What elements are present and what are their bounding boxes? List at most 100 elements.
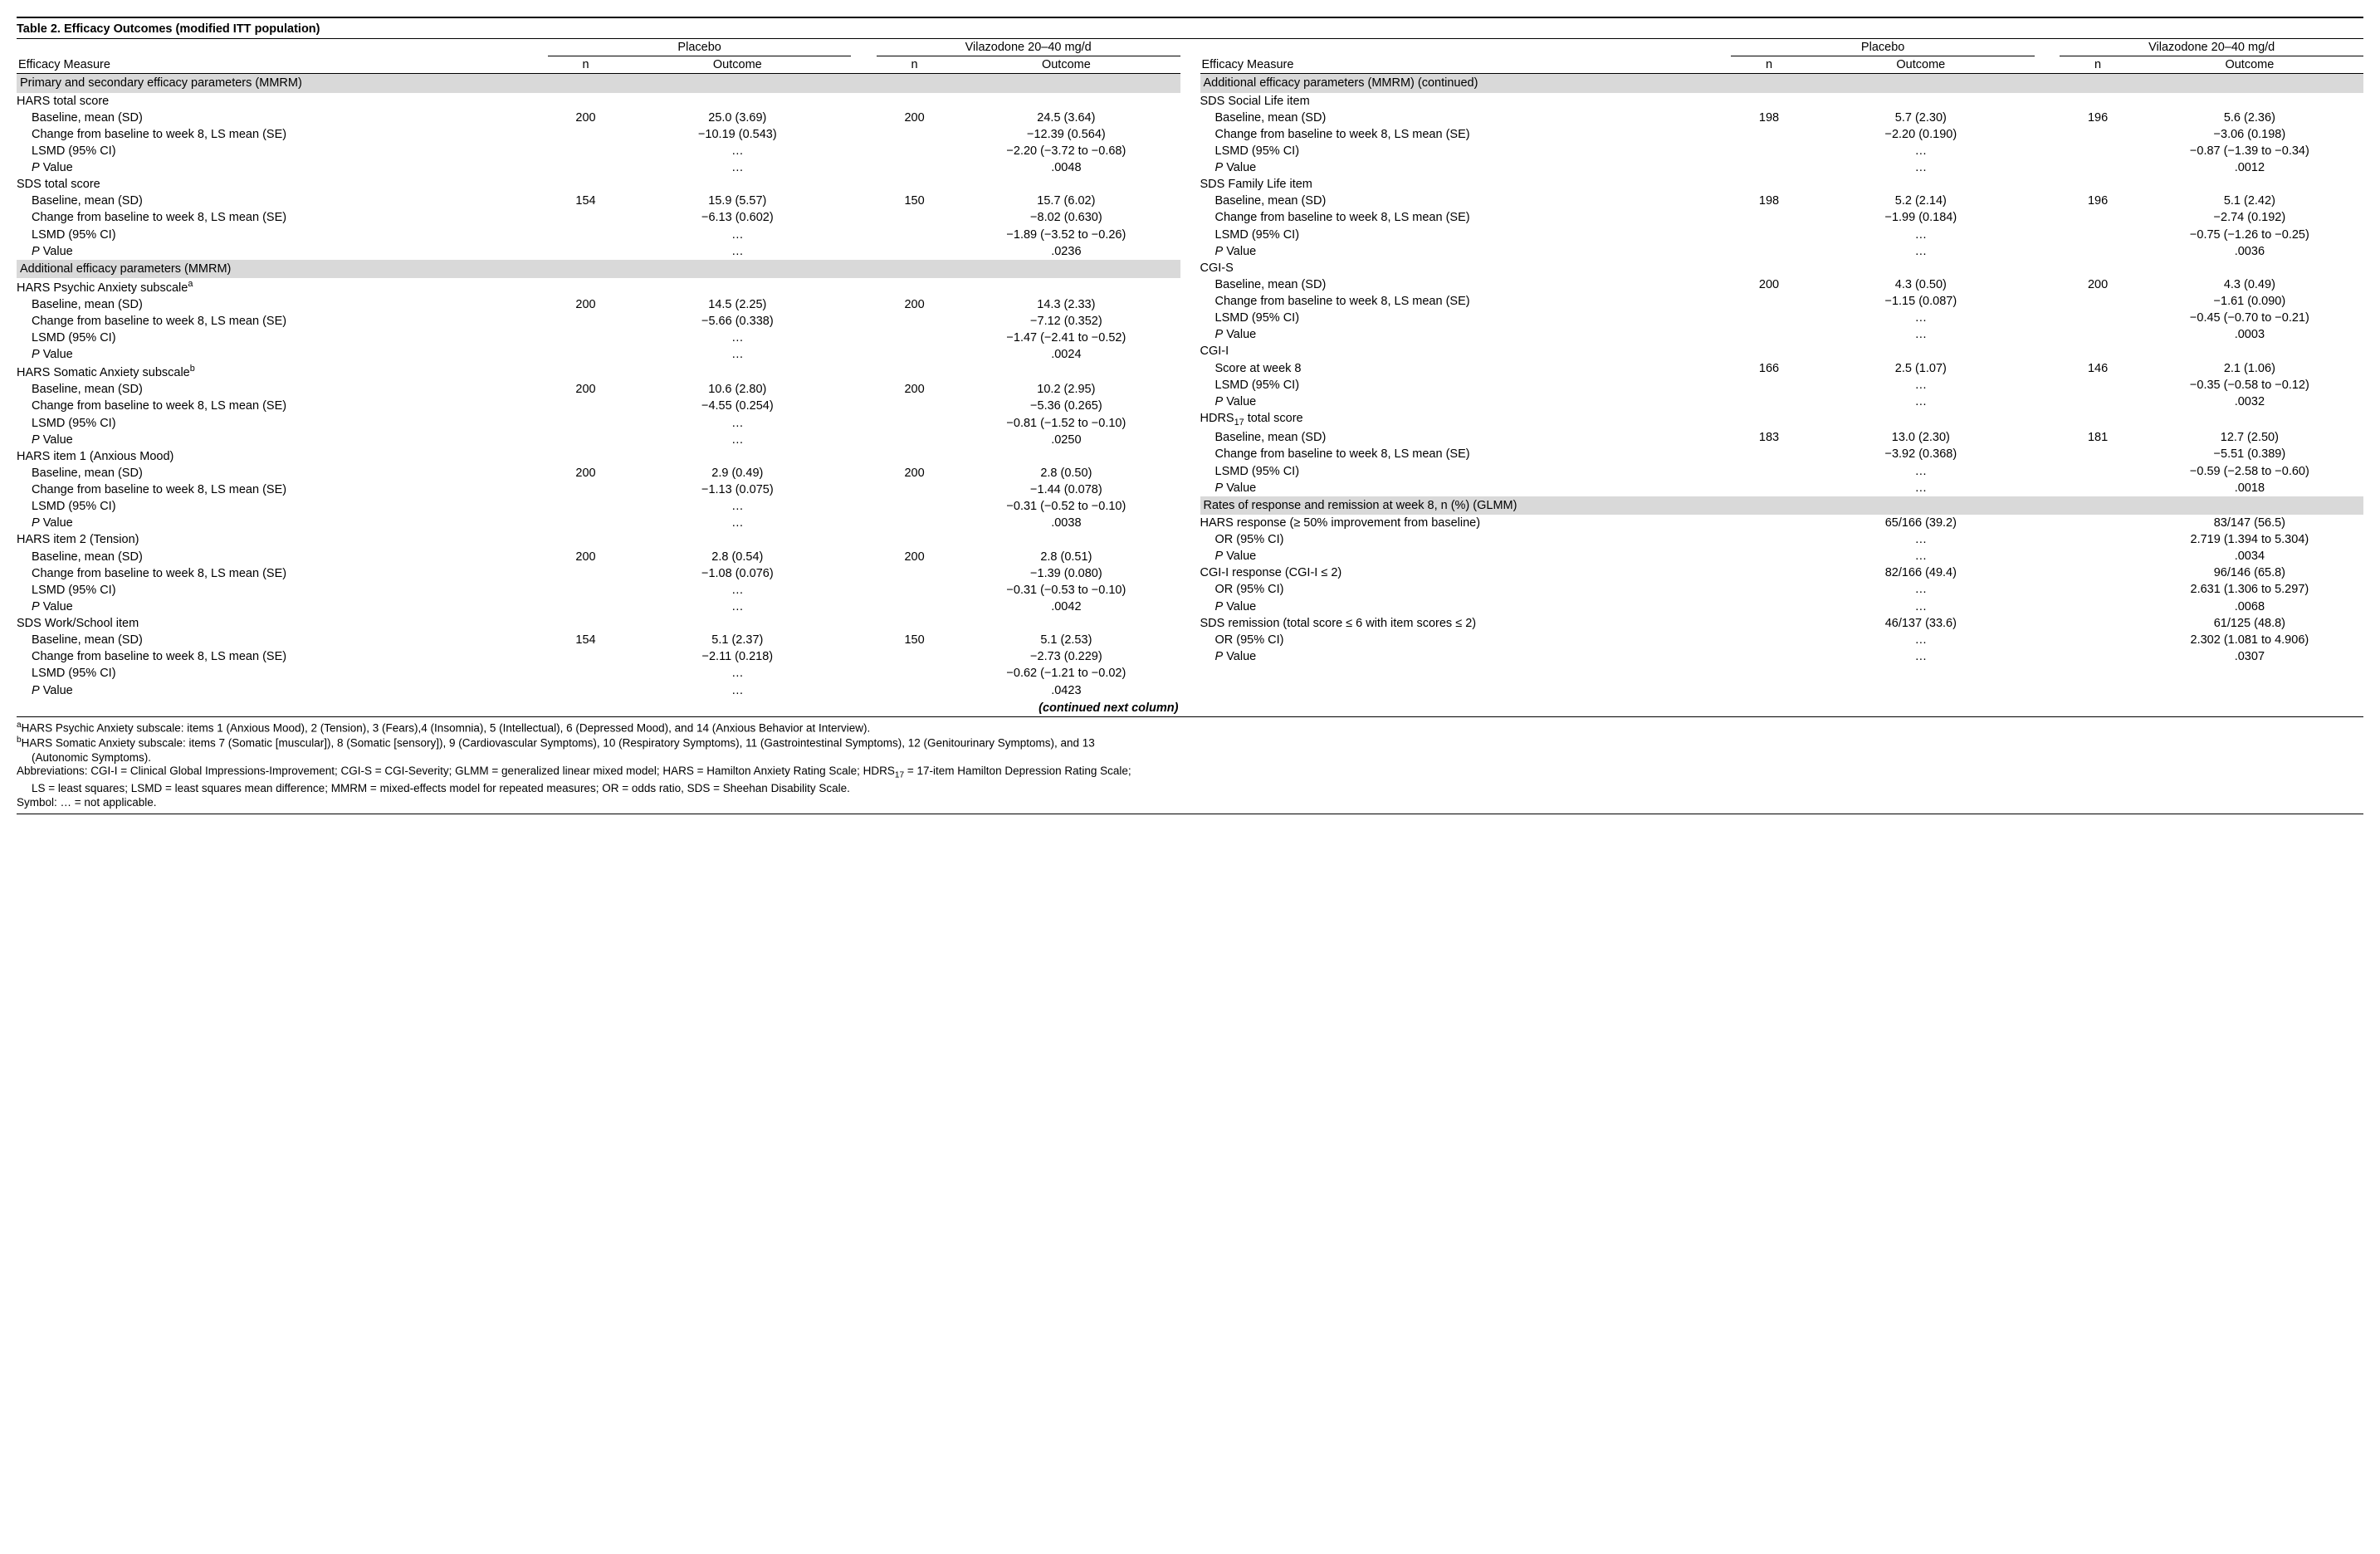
- data-row: Change from baseline to week 8, LS mean …: [17, 565, 1180, 582]
- measure-row: HARS Psychic Anxiety subscalea: [17, 278, 1180, 296]
- table-title: Table 2. Efficacy Outcomes (modified ITT…: [17, 18, 2363, 39]
- hdr-n: n: [548, 56, 623, 74]
- measure-row: HARS item 2 (Tension): [17, 531, 1180, 548]
- data-row: LSMD (95% CI) … −0.81 (−1.52 to −0.10): [17, 415, 1180, 432]
- data-row: Baseline, mean (SD) 1985.2 (2.14) 1965.1…: [1200, 193, 2364, 209]
- hdr-outcome: Outcome: [2136, 56, 2363, 74]
- data-row: LSMD (95% CI) … −0.31 (−0.52 to −0.10): [17, 498, 1180, 515]
- data-row: LSMD (95% CI) … −0.87 (−1.39 to −0.34): [1200, 143, 2364, 159]
- data-row: Change from baseline to week 8, LS mean …: [17, 313, 1180, 330]
- data-table-left: Placebo Vilazodone 20–40 mg/d Efficacy M…: [17, 39, 1180, 716]
- arm-placebo: Placebo: [548, 39, 852, 56]
- right-column: Placebo Vilazodone 20–40 mg/d Efficacy M…: [1200, 39, 2364, 716]
- data-row: Change from baseline to week 8, LS mean …: [17, 481, 1180, 498]
- measure-row: HARS Somatic Anxiety subscaleb: [17, 363, 1180, 381]
- data-table-right: Placebo Vilazodone 20–40 mg/d Efficacy M…: [1200, 39, 2364, 665]
- hdr-n: n: [877, 56, 952, 74]
- footnote-b: bHARS Somatic Anxiety subscale: items 7 …: [17, 735, 2363, 750]
- footnote-symbol: Symbol: … = not applicable.: [17, 796, 2363, 810]
- data-row: LSMD (95% CI) … −1.89 (−3.52 to −0.26): [17, 227, 1180, 243]
- footnote-a: aHARS Psychic Anxiety subscale: items 1 …: [17, 721, 2363, 735]
- arm-drug: Vilazodone 20–40 mg/d: [2060, 39, 2363, 56]
- hdr-outcome: Outcome: [952, 56, 1180, 74]
- section-header: Primary and secondary efficacy parameter…: [17, 74, 1180, 93]
- rate-row: CGI-I response (CGI-I ≤ 2) 82/166 (49.4)…: [1200, 564, 2364, 581]
- data-row: Baseline, mean (SD) 2002.8 (0.54) 2002.8…: [17, 549, 1180, 565]
- data-row: OR (95% CI) … 2.719 (1.394 to 5.304): [1200, 531, 2364, 548]
- left-column: Placebo Vilazodone 20–40 mg/d Efficacy M…: [17, 39, 1180, 716]
- data-row: P Value … .0307: [1200, 648, 2364, 665]
- data-row: Change from baseline to week 8, LS mean …: [17, 209, 1180, 226]
- data-row: LSMD (95% CI) … −0.75 (−1.26 to −0.25): [1200, 227, 2364, 243]
- measure-row: CGI-S: [1200, 260, 2364, 276]
- two-column-layout: Placebo Vilazodone 20–40 mg/d Efficacy M…: [17, 39, 2363, 716]
- data-row: Baseline, mean (SD) 15415.9 (5.57) 15015…: [17, 193, 1180, 209]
- data-row: P Value … .0423: [17, 682, 1180, 699]
- data-row: OR (95% CI) … 2.631 (1.306 to 5.297): [1200, 581, 2364, 598]
- data-row: P Value … .0024: [17, 346, 1180, 363]
- data-row: LSMD (95% CI) … −0.31 (−0.53 to −0.10): [17, 582, 1180, 599]
- measure-row: HARS item 1 (Anxious Mood): [17, 448, 1180, 465]
- measure-row: SDS Family Life item: [1200, 176, 2364, 193]
- hdr-outcome: Outcome: [1807, 56, 2035, 74]
- section-header: Rates of response and remission at week …: [1200, 496, 2364, 515]
- data-row: LSMD (95% CI) … −0.62 (−1.21 to −0.02): [17, 665, 1180, 682]
- data-row: P Value … .0003: [1200, 326, 2364, 343]
- data-row: P Value … .0068: [1200, 599, 2364, 615]
- hdr-measure: Efficacy Measure: [17, 56, 548, 74]
- data-row: LSMD (95% CI) … −2.20 (−3.72 to −0.68): [17, 143, 1180, 159]
- footnote-b-cont: (Autonomic Symptoms).: [17, 751, 2363, 765]
- data-row: P Value … .0236: [17, 243, 1180, 260]
- hdr-outcome: Outcome: [623, 56, 851, 74]
- arm-placebo: Placebo: [1731, 39, 2035, 56]
- data-row: Change from baseline to week 8, LS mean …: [1200, 293, 2364, 310]
- data-row: Change from baseline to week 8, LS mean …: [1200, 209, 2364, 226]
- data-row: P Value … .0018: [1200, 480, 2364, 496]
- data-row: Baseline, mean (SD) 20025.0 (3.69) 20024…: [17, 110, 1180, 126]
- rate-row: SDS remission (total score ≤ 6 with item…: [1200, 615, 2364, 632]
- data-row: P Value … .0036: [1200, 243, 2364, 260]
- data-row: Baseline, mean (SD) 1545.1 (2.37) 1505.1…: [17, 632, 1180, 648]
- data-row: P Value … .0034: [1200, 548, 2364, 564]
- measure-row: HARS total score: [17, 93, 1180, 110]
- measure-row: HDRS17 total score: [1200, 410, 2364, 429]
- measure-row: SDS Work/School item: [17, 615, 1180, 632]
- data-row: LSMD (95% CI) … −0.59 (−2.58 to −0.60): [1200, 463, 2364, 480]
- data-row: LSMD (95% CI) … −0.35 (−0.58 to −0.12): [1200, 377, 2364, 393]
- measure-row: SDS total score: [17, 176, 1180, 193]
- data-row: Baseline, mean (SD) 2004.3 (0.50) 2004.3…: [1200, 276, 2364, 293]
- hdr-measure: Efficacy Measure: [1200, 56, 1732, 74]
- data-row: Baseline, mean (SD) 20014.5 (2.25) 20014…: [17, 296, 1180, 313]
- data-row: LSMD (95% CI) … −1.47 (−2.41 to −0.52): [17, 330, 1180, 346]
- section-header: Additional efficacy parameters (MMRM): [17, 260, 1180, 278]
- measure-row: CGI-I: [1200, 343, 2364, 359]
- section-header: Additional efficacy parameters (MMRM) (c…: [1200, 74, 2364, 93]
- data-row: OR (95% CI) … 2.302 (1.081 to 4.906): [1200, 632, 2364, 648]
- footnote-abbr2: LS = least squares; LSMD = least squares…: [17, 782, 2363, 796]
- data-row: P Value … .0032: [1200, 393, 2364, 410]
- rate-row: HARS response (≥ 50% improvement from ba…: [1200, 515, 2364, 531]
- hdr-n: n: [1731, 56, 1806, 74]
- footnotes: aHARS Psychic Anxiety subscale: items 1 …: [17, 716, 2363, 814]
- data-row: Baseline, mean (SD) 1985.7 (2.30) 1965.6…: [1200, 110, 2364, 126]
- data-row: Change from baseline to week 8, LS mean …: [1200, 126, 2364, 143]
- data-row: Score at week 8 1662.5 (1.07) 1462.1 (1.…: [1200, 360, 2364, 377]
- hdr-n: n: [2060, 56, 2135, 74]
- data-row: Baseline, mean (SD) 2002.9 (0.49) 2002.8…: [17, 465, 1180, 481]
- measure-row: SDS Social Life item: [1200, 93, 2364, 110]
- data-row: P Value … .0250: [17, 432, 1180, 448]
- footnote-abbr1: Abbreviations: CGI-I = Clinical Global I…: [17, 765, 2363, 781]
- efficacy-table: Table 2. Efficacy Outcomes (modified ITT…: [17, 17, 2363, 814]
- data-row: Change from baseline to week 8, LS mean …: [17, 648, 1180, 665]
- arm-drug: Vilazodone 20–40 mg/d: [877, 39, 1180, 56]
- data-row: Baseline, mean (SD) 18313.0 (2.30) 18112…: [1200, 429, 2364, 446]
- data-row: Change from baseline to week 8, LS mean …: [17, 398, 1180, 414]
- data-row: P Value … .0038: [17, 515, 1180, 531]
- data-row: Baseline, mean (SD) 20010.6 (2.80) 20010…: [17, 381, 1180, 398]
- data-row: LSMD (95% CI) … −0.45 (−0.70 to −0.21): [1200, 310, 2364, 326]
- data-row: P Value … .0048: [17, 159, 1180, 176]
- data-row: Change from baseline to week 8, LS mean …: [17, 126, 1180, 143]
- data-row: P Value … .0012: [1200, 159, 2364, 176]
- data-row: P Value … .0042: [17, 599, 1180, 615]
- continued-note: (continued next column): [17, 699, 1180, 716]
